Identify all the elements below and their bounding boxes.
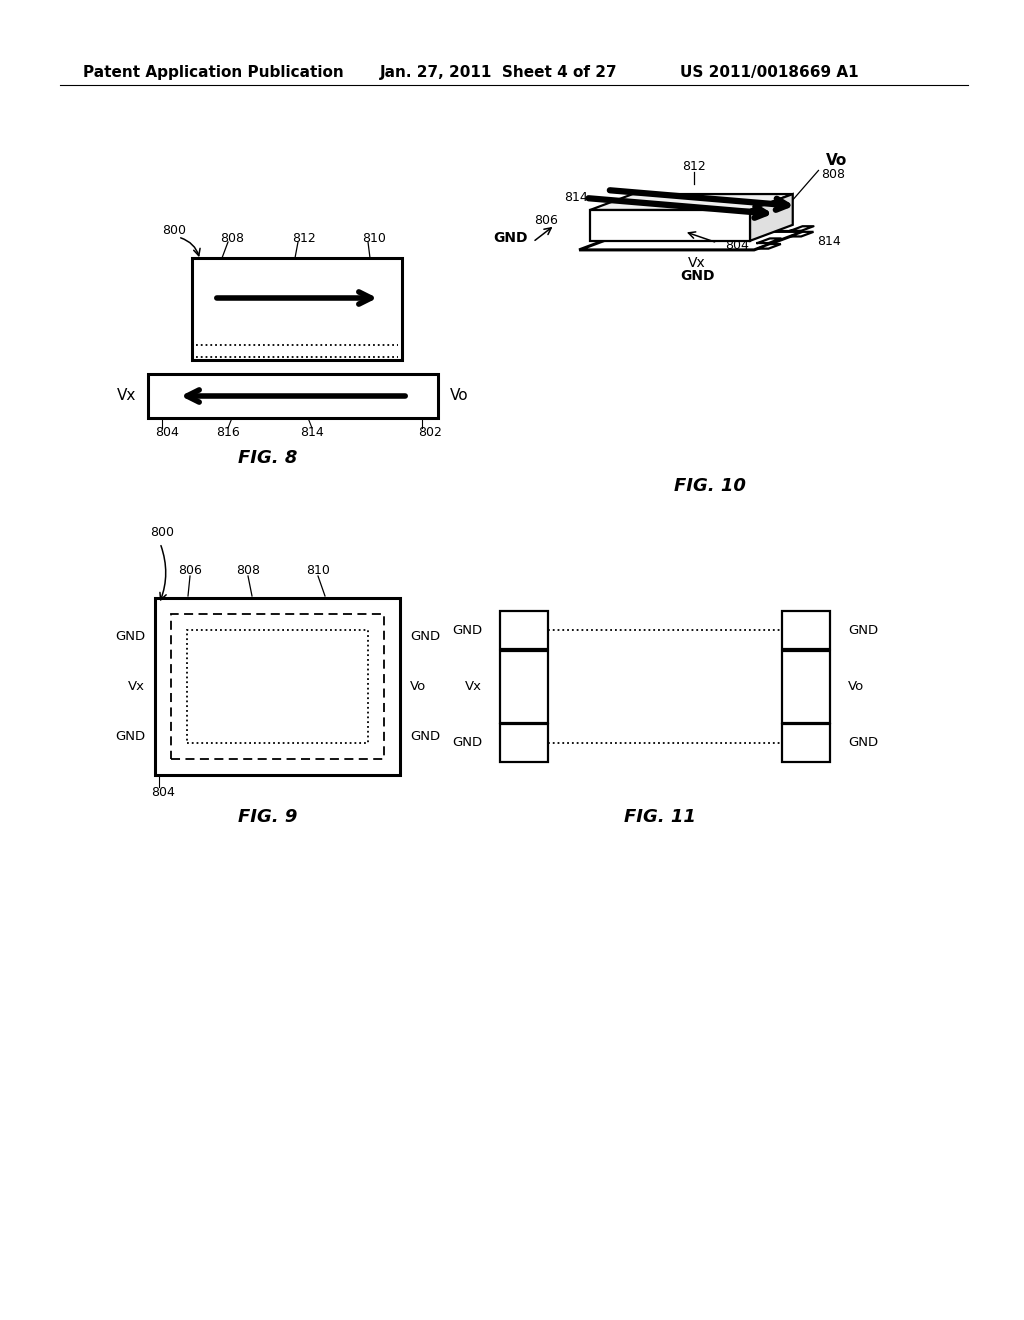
Text: 810: 810	[362, 231, 386, 244]
Text: Vo: Vo	[848, 680, 864, 693]
Text: 806: 806	[534, 214, 558, 227]
Text: Patent Application Publication: Patent Application Publication	[83, 66, 344, 81]
Text: GND: GND	[848, 737, 879, 750]
Text: Vx: Vx	[128, 680, 145, 693]
Text: Vo: Vo	[825, 153, 847, 168]
Text: 810: 810	[306, 564, 330, 577]
Text: GND: GND	[452, 623, 482, 636]
Text: 816: 816	[216, 425, 240, 438]
Text: 812: 812	[682, 160, 706, 173]
Polygon shape	[590, 210, 750, 240]
Bar	[500, 611, 548, 649]
Text: GND: GND	[680, 269, 715, 282]
Text: 814: 814	[817, 235, 841, 248]
Text: GND: GND	[410, 730, 440, 743]
Text: GND: GND	[115, 730, 145, 743]
Text: 802: 802	[418, 425, 442, 438]
Text: 800: 800	[162, 223, 186, 236]
Bar	[782, 611, 830, 649]
Bar	[171, 614, 384, 759]
Bar	[500, 723, 548, 762]
Text: 814: 814	[300, 425, 324, 438]
Text: FIG. 11: FIG. 11	[624, 808, 696, 826]
Text: GND: GND	[848, 623, 879, 636]
Polygon shape	[791, 232, 813, 236]
Polygon shape	[750, 194, 793, 240]
Bar	[500, 651, 548, 722]
Text: Vx: Vx	[688, 256, 707, 269]
Text: 804: 804	[725, 239, 750, 252]
Text: GND: GND	[115, 631, 145, 643]
Bar	[155, 598, 400, 775]
Text: 808: 808	[236, 564, 260, 577]
Text: 800: 800	[150, 527, 174, 540]
Bar	[193, 257, 402, 360]
Text: 804: 804	[155, 425, 179, 438]
Text: FIG. 10: FIG. 10	[674, 477, 745, 495]
Text: US 2011/0018669 A1: US 2011/0018669 A1	[680, 66, 859, 81]
Bar	[782, 723, 830, 762]
Text: Jan. 27, 2011  Sheet 4 of 27: Jan. 27, 2011 Sheet 4 of 27	[380, 66, 617, 81]
Polygon shape	[590, 194, 793, 210]
Text: 808: 808	[220, 231, 244, 244]
Text: GND: GND	[494, 231, 527, 246]
Text: 808: 808	[821, 168, 846, 181]
Text: Vo: Vo	[410, 680, 426, 693]
Bar	[148, 374, 438, 418]
Bar	[782, 651, 830, 722]
Text: Vo: Vo	[450, 388, 469, 404]
Polygon shape	[580, 231, 804, 249]
Text: 814: 814	[564, 190, 588, 203]
Text: Vx: Vx	[117, 388, 136, 404]
Text: 804: 804	[151, 787, 175, 800]
Text: Vx: Vx	[465, 680, 482, 693]
Text: GND: GND	[452, 737, 482, 750]
Text: 806: 806	[178, 564, 202, 577]
Text: GND: GND	[410, 631, 440, 643]
Polygon shape	[758, 244, 781, 248]
Bar	[187, 630, 368, 743]
Text: FIG. 9: FIG. 9	[239, 808, 298, 826]
Text: FIG. 8: FIG. 8	[239, 449, 298, 467]
Text: 812: 812	[292, 231, 315, 244]
